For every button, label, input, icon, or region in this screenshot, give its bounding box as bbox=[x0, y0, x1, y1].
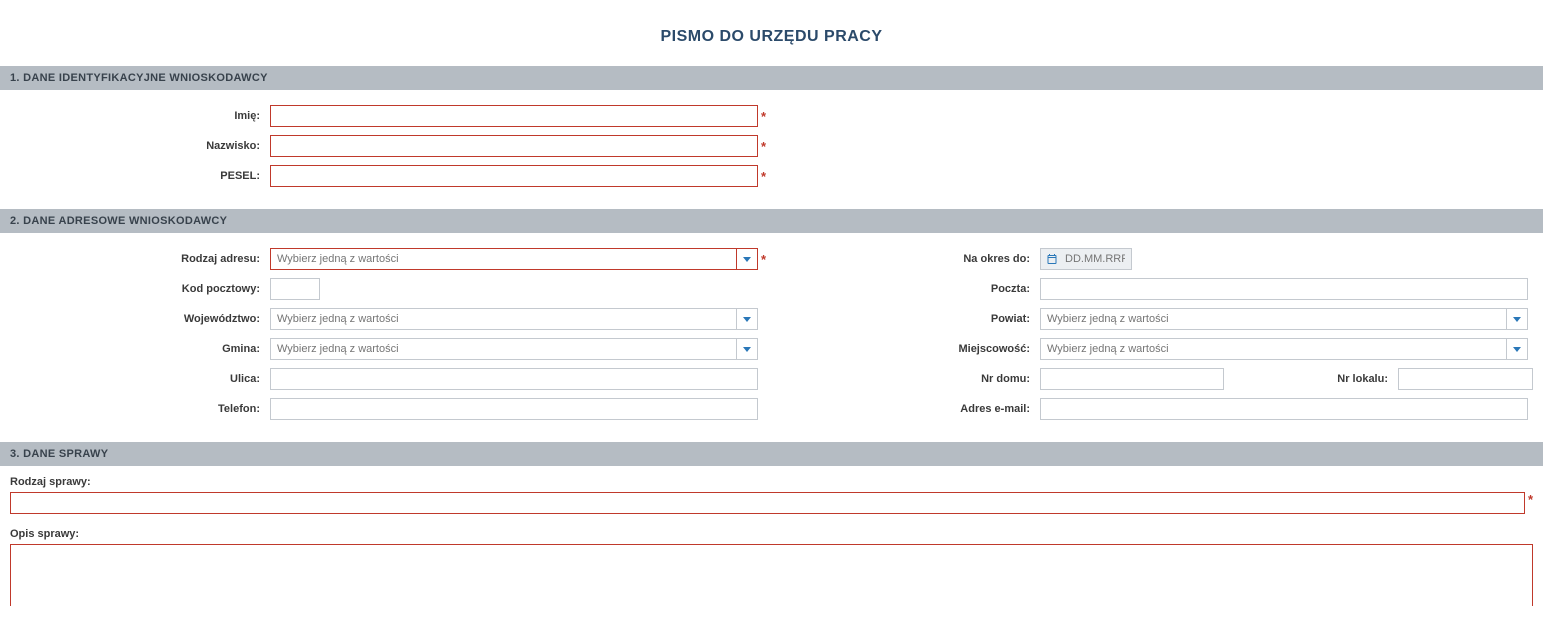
textarea-opis-sprawy[interactable] bbox=[10, 544, 1533, 606]
label-pesel: PESEL: bbox=[10, 170, 270, 182]
input-nr-lokalu[interactable] bbox=[1398, 368, 1533, 390]
chevron-down-icon bbox=[743, 257, 751, 262]
calendar-icon bbox=[1041, 249, 1063, 269]
input-nr-domu[interactable] bbox=[1040, 368, 1224, 390]
select-input-gmina[interactable] bbox=[270, 338, 736, 360]
section-3-body: Rodzaj sprawy: * Opis sprawy: bbox=[0, 466, 1543, 606]
label-rodzaj-adresu: Rodzaj adresu: bbox=[10, 253, 270, 265]
chevron-down-icon bbox=[743, 347, 751, 352]
input-adres-email[interactable] bbox=[1040, 398, 1528, 420]
required-mark: * bbox=[761, 252, 766, 267]
input-poczta[interactable] bbox=[1040, 278, 1528, 300]
required-mark: * bbox=[761, 139, 766, 154]
select-rodzaj-adresu[interactable] bbox=[270, 248, 758, 270]
label-na-okres-do: Na okres do: bbox=[780, 253, 1040, 265]
select-powiat[interactable] bbox=[1040, 308, 1528, 330]
input-na-okres-do[interactable] bbox=[1063, 249, 1131, 269]
label-telefon: Telefon: bbox=[10, 403, 270, 415]
page-title: PISMO DO URZĘDU PRACY bbox=[0, 0, 1543, 66]
input-kod-pocztowy[interactable] bbox=[270, 278, 320, 300]
label-wojewodztwo: Województwo: bbox=[10, 313, 270, 325]
section-1-header: 1. DANE IDENTYFIKACYJNE WNIOSKODAWCY bbox=[0, 66, 1543, 90]
label-gmina: Gmina: bbox=[10, 343, 270, 355]
required-mark: * bbox=[761, 169, 766, 184]
label-rodzaj-sprawy: Rodzaj sprawy: bbox=[10, 476, 1533, 488]
label-ulica: Ulica: bbox=[10, 373, 270, 385]
input-nazwisko[interactable] bbox=[270, 135, 758, 157]
select-input-wojewodztwo[interactable] bbox=[270, 308, 736, 330]
input-ulica[interactable] bbox=[270, 368, 758, 390]
select-miejscowosc[interactable] bbox=[1040, 338, 1528, 360]
label-opis-sprawy: Opis sprawy: bbox=[10, 528, 1533, 540]
label-powiat: Powiat: bbox=[780, 313, 1040, 325]
label-imie: Imię: bbox=[10, 110, 270, 122]
required-mark: * bbox=[761, 109, 766, 124]
date-na-okres-do[interactable] bbox=[1040, 248, 1132, 270]
section-2-header: 2. DANE ADRESOWE WNIOSKODAWCY bbox=[0, 209, 1543, 233]
input-pesel[interactable] bbox=[270, 165, 758, 187]
select-input-miejscowosc[interactable] bbox=[1040, 338, 1506, 360]
select-btn-rodzaj-adresu[interactable] bbox=[736, 248, 758, 270]
chevron-down-icon bbox=[743, 317, 751, 322]
section-3-header: 3. DANE SPRAWY bbox=[0, 442, 1543, 466]
chevron-down-icon bbox=[1513, 347, 1521, 352]
label-nr-lokalu: Nr lokalu: bbox=[1224, 373, 1398, 385]
select-btn-gmina[interactable] bbox=[736, 338, 758, 360]
select-input-powiat[interactable] bbox=[1040, 308, 1506, 330]
select-btn-miejscowosc[interactable] bbox=[1506, 338, 1528, 360]
label-kod-pocztowy: Kod pocztowy: bbox=[10, 283, 270, 295]
label-nr-domu: Nr domu: bbox=[780, 373, 1040, 385]
select-gmina[interactable] bbox=[270, 338, 758, 360]
label-miejscowosc: Miejscowość: bbox=[780, 343, 1040, 355]
select-input-rodzaj-adresu[interactable] bbox=[270, 248, 736, 270]
chevron-down-icon bbox=[1513, 317, 1521, 322]
input-telefon[interactable] bbox=[270, 398, 758, 420]
label-adres-email: Adres e-mail: bbox=[780, 403, 1040, 415]
input-imie[interactable] bbox=[270, 105, 758, 127]
label-poczta: Poczta: bbox=[780, 283, 1040, 295]
select-btn-wojewodztwo[interactable] bbox=[736, 308, 758, 330]
label-nazwisko: Nazwisko: bbox=[10, 140, 270, 152]
required-mark: * bbox=[1528, 492, 1533, 507]
select-btn-powiat[interactable] bbox=[1506, 308, 1528, 330]
section-2-body: Rodzaj adresu: * Na okres do: Kod poczto… bbox=[0, 233, 1543, 442]
select-wojewodztwo[interactable] bbox=[270, 308, 758, 330]
section-1-body: Imię: * Nazwisko: * PESEL: * bbox=[0, 90, 1543, 209]
input-rodzaj-sprawy[interactable] bbox=[10, 492, 1525, 514]
